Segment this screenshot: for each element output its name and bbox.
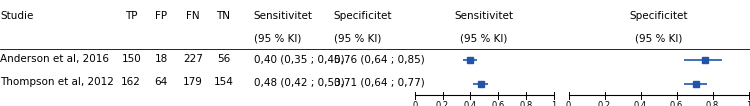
Text: Specificitet: Specificitet [629,11,688,21]
Text: Anderson et al, 2016: Anderson et al, 2016 [0,54,109,64]
Text: Specificitet: Specificitet [334,11,392,21]
Text: 227: 227 [183,54,203,64]
Text: 1: 1 [550,101,556,106]
Text: (95 % KI): (95 % KI) [254,34,301,44]
Text: FP: FP [155,11,167,21]
Text: 0,2: 0,2 [598,101,611,106]
Text: TP: TP [125,11,137,21]
Text: (95 % KI): (95 % KI) [460,34,508,44]
Text: Sensitivitet: Sensitivitet [454,11,514,21]
Text: 154: 154 [214,77,233,87]
Text: (95 % KI): (95 % KI) [634,34,682,44]
Text: 179: 179 [183,77,203,87]
Text: 0,71 (0,64 ; 0,77): 0,71 (0,64 ; 0,77) [334,77,424,87]
Text: 0,8: 0,8 [706,101,719,106]
Text: 0: 0 [566,101,572,106]
Text: 0,76 (0,64 ; 0,85): 0,76 (0,64 ; 0,85) [334,54,424,64]
Text: (95 % KI): (95 % KI) [334,34,381,44]
Text: 0,40 (0,35 ; 0,45): 0,40 (0,35 ; 0,45) [254,54,344,64]
Text: Sensitivitet: Sensitivitet [254,11,313,21]
Text: 0,6: 0,6 [491,101,505,106]
Text: 0,4: 0,4 [634,101,647,106]
Text: Studie: Studie [0,11,33,21]
Text: TN: TN [217,11,230,21]
Text: 64: 64 [154,77,168,87]
Text: 150: 150 [122,54,141,64]
Text: 0,6: 0,6 [670,101,683,106]
Text: 0: 0 [413,101,418,106]
Text: 0,4: 0,4 [464,101,477,106]
Text: 56: 56 [217,54,230,64]
Text: 0,2: 0,2 [436,101,449,106]
Text: 162: 162 [122,77,141,87]
Text: Thompson et al, 2012: Thompson et al, 2012 [0,77,114,87]
Text: FN: FN [186,11,200,21]
Text: 1: 1 [746,101,750,106]
Text: 0,8: 0,8 [519,101,532,106]
Text: 0,48 (0,42 ; 0,53): 0,48 (0,42 ; 0,53) [254,77,344,87]
Text: 18: 18 [154,54,168,64]
